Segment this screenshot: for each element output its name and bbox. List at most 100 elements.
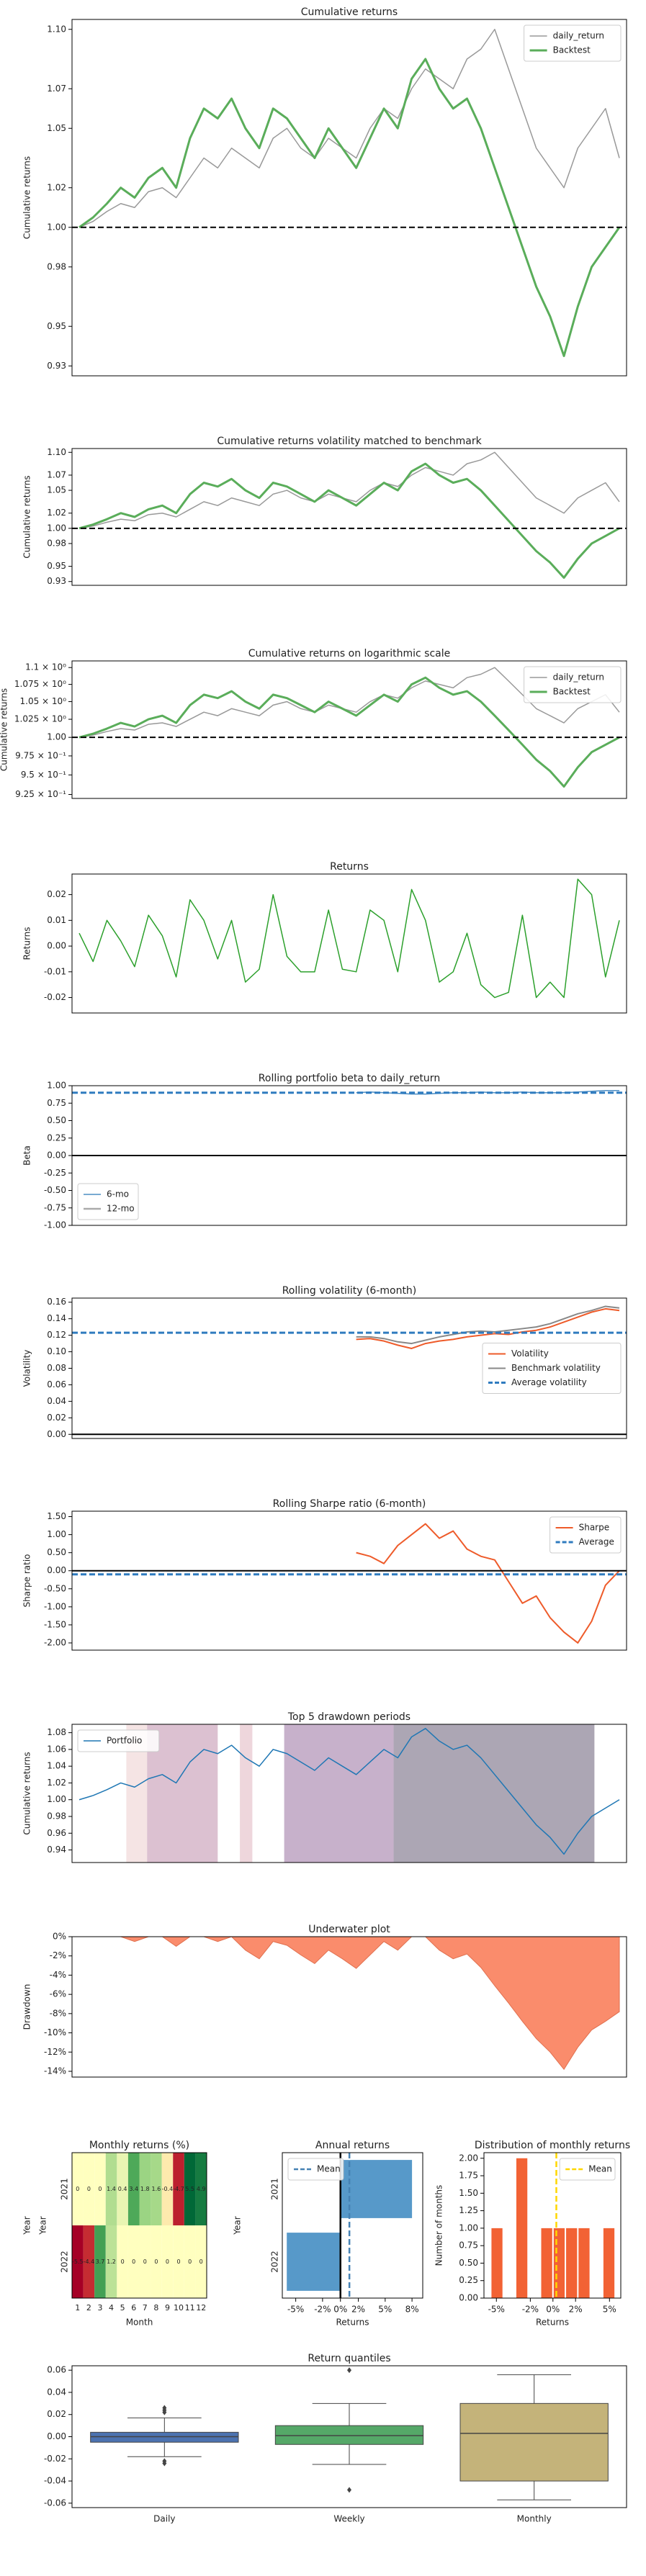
chart-title: Annual returns: [315, 2140, 390, 2151]
x-tick-label: 9: [165, 2303, 170, 2312]
y-tick-label: 0.50: [47, 1115, 66, 1125]
x-tick-label: 0%: [333, 2305, 347, 2315]
box: [459, 2402, 609, 2482]
cell-label: 0: [199, 2258, 203, 2265]
y-tick-label: 2021: [270, 2178, 280, 2200]
x-tick-label: 12: [196, 2303, 206, 2312]
legend: [524, 24, 622, 62]
histogram-bar: [566, 2228, 578, 2298]
y-tick-label: 0.95: [47, 321, 66, 331]
cell-label: 0: [166, 2258, 169, 2265]
y-tick-label: 1.05: [47, 485, 66, 495]
y-tick-label: 0.00: [47, 941, 66, 951]
legend-label: Average: [579, 1537, 614, 1547]
y-tick-label: 2022: [60, 2251, 70, 2273]
heatmap-cell: [195, 2225, 207, 2298]
y-tick-label: -14%: [44, 2066, 66, 2076]
histogram-bar: [491, 2228, 503, 2298]
cell-label: 1.6: [152, 2186, 161, 2192]
legend-label: daily_return: [553, 672, 604, 683]
flier: [162, 2405, 167, 2411]
y-tick-label: 0.00: [47, 1565, 66, 1575]
drawdown-span: [393, 1724, 595, 1863]
cell-label: 3.4: [129, 2186, 138, 2192]
y-axis-label: Cumulative returns: [22, 1752, 32, 1834]
y-tick-label: 2022: [270, 2251, 280, 2273]
chart-title: Underwater plot: [308, 1924, 390, 1935]
y-tick-label: 1.07: [47, 84, 66, 94]
y-tick-label: 1.02: [47, 508, 66, 518]
y-tick-label: -8%: [50, 2008, 66, 2018]
x-tick-label: -2%: [522, 2305, 539, 2315]
heatmap-cell: [139, 2225, 151, 2298]
series-line: [78, 878, 620, 999]
x-tick-label: 6: [131, 2303, 136, 2312]
y-tick-label: 0.25: [47, 1132, 66, 1143]
x-tick-label: -2%: [314, 2305, 331, 2315]
y-tick-label: 1.075 × 10⁰: [14, 679, 66, 689]
cell-label: -4.4: [84, 2258, 95, 2265]
heatmap-cell: [94, 2153, 106, 2225]
heatmap-cell: [127, 2225, 140, 2298]
y-tick-label: 0.02: [47, 1413, 66, 1423]
y-tick-label: 0.98: [47, 261, 66, 271]
y-tick-label: -1.00: [44, 1601, 66, 1611]
y-axis-label: Sharpe ratio: [22, 1554, 32, 1608]
legend-label: Backtest: [553, 45, 591, 55]
axes-frame: [71, 660, 627, 799]
y-tick-label: 0.04: [47, 2387, 66, 2397]
y-tick-label: 2021: [60, 2178, 70, 2200]
legend-label: Sharpe: [579, 1523, 610, 1533]
y-tick-label: 1.04: [47, 1761, 66, 1771]
x-tick-label: -5%: [287, 2305, 304, 2315]
series-line: [78, 29, 620, 228]
y-tick-label: -0.01: [44, 966, 66, 976]
heatmap-cell: [105, 2225, 117, 2298]
y-tick-label: -1.00: [44, 1220, 66, 1230]
heatmap-cell: [83, 2225, 95, 2298]
cell-label: 3.7: [96, 2258, 105, 2265]
x-tick-label: 11: [185, 2303, 195, 2312]
y-tick-label: 0.02: [47, 2409, 66, 2419]
y-tick-label: 0.02: [47, 889, 66, 899]
y-tick-label: -4%: [50, 1970, 66, 1980]
y-tick-label: 0.50: [459, 2258, 478, 2268]
y-tick-label: 1.25: [459, 2205, 478, 2215]
series-line: [78, 462, 620, 579]
y-tick-label: 0.16: [47, 1297, 66, 1307]
cell-label: 0: [87, 2186, 91, 2192]
chart-title: Distribution of monthly returns: [475, 2140, 630, 2151]
legend: [77, 1729, 160, 1752]
y-tick-label: 0.06: [47, 1379, 66, 1390]
y-tick-label: 9.25 × 10⁻¹: [15, 789, 66, 799]
heatmap-cell: [161, 2225, 174, 2298]
y-tick-label: 1.02: [47, 1778, 66, 1788]
cell-label: -5.5: [72, 2258, 84, 2265]
x-axis-label: Returns: [536, 2318, 569, 2328]
legend: [549, 1516, 622, 1554]
legend: [559, 2158, 616, 2181]
y-tick-label: 0.10: [47, 1346, 66, 1356]
y-tick-label: 0.25: [459, 2275, 478, 2285]
y-tick-label: -0.25: [44, 1168, 66, 1178]
axes-background: [72, 19, 627, 376]
series-line: [356, 1307, 620, 1349]
y-tick-label: 1.75: [459, 2171, 478, 2181]
axes-frame: [71, 873, 627, 1014]
legend-label: Volatility: [511, 1348, 549, 1359]
x-tick-label: 5: [120, 2303, 125, 2312]
y-tick-label: -0.02: [44, 992, 66, 1002]
y-tick-label: -2.00: [44, 1637, 66, 1647]
axes-frame: [71, 1297, 627, 1439]
axes-frame: [71, 19, 627, 377]
y-tick-label: 1.1 × 10⁰: [25, 662, 66, 672]
y-tick-label: 1.10: [47, 24, 66, 34]
axes-frame: [483, 2152, 622, 2299]
y-tick-label: 0.06: [47, 2365, 66, 2375]
y-tick-label: 0.98: [47, 1811, 66, 1821]
y-tick-label: 1.08: [47, 1727, 66, 1737]
y-tick-label: 1.00: [47, 1529, 66, 1539]
x-tick-label: 7: [143, 2303, 148, 2312]
x-axis-label: Month: [126, 2318, 153, 2328]
y-tick-label: -0.04: [44, 2476, 66, 2486]
